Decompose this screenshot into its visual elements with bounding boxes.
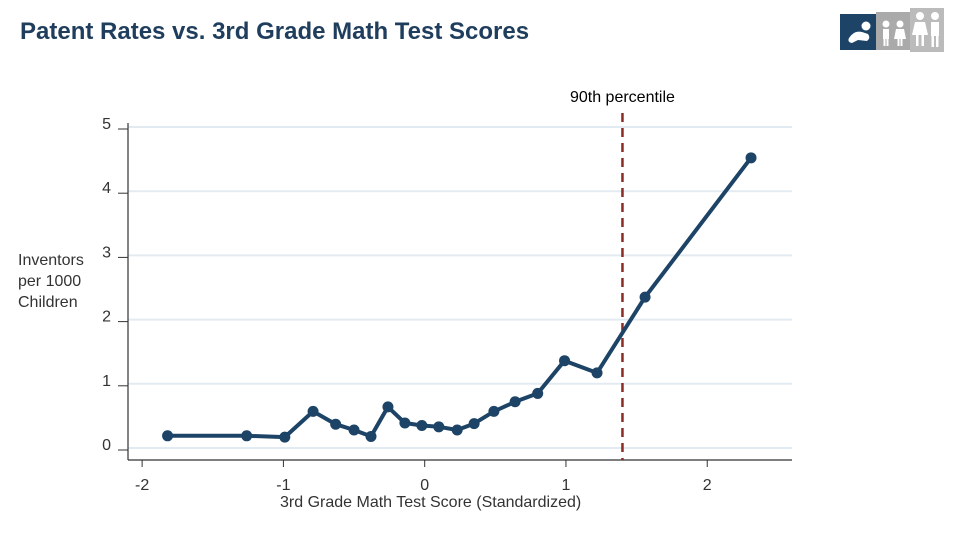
data-point xyxy=(509,396,521,408)
data-point xyxy=(488,405,500,417)
data-point xyxy=(559,355,571,367)
data-point xyxy=(162,430,174,442)
data-point xyxy=(745,152,757,164)
data-point xyxy=(241,430,253,442)
data-point xyxy=(416,420,428,432)
chart-title: Patent Rates vs. 3rd Grade Math Test Sco… xyxy=(20,18,530,45)
children-icon xyxy=(876,12,910,50)
reference-line-label: 90th percentile xyxy=(570,89,675,106)
data-point xyxy=(348,424,360,436)
data-point xyxy=(591,367,603,379)
icon-group xyxy=(840,8,944,52)
data-point xyxy=(468,418,480,430)
y-axis-label: Inventors per 1000 Children xyxy=(18,250,84,313)
data-point xyxy=(532,387,544,399)
data-point xyxy=(639,291,651,303)
data-point xyxy=(399,417,411,429)
y-axis-label-line: Inventors xyxy=(18,252,84,269)
x-tick-label: 1 xyxy=(562,477,571,494)
y-tick-label: 2 xyxy=(102,309,111,326)
x-axis-label: 3rd Grade Math Test Score (Standardized) xyxy=(280,494,582,511)
x-tick-label: 2 xyxy=(703,477,712,494)
x-tick-label: -1 xyxy=(276,477,290,494)
series-line xyxy=(167,156,753,440)
y-axis-label-line: per 1000 xyxy=(18,273,82,290)
data-point xyxy=(330,418,342,430)
data-point xyxy=(382,401,394,413)
y-axis-label-line: Children xyxy=(18,294,78,311)
baby-icon xyxy=(840,14,878,50)
x-tick-label: -2 xyxy=(135,477,149,494)
data-point xyxy=(279,431,291,443)
data-point xyxy=(451,424,463,436)
adults-icon xyxy=(910,8,944,52)
y-tick-label: 1 xyxy=(102,373,111,390)
x-tick-label: 0 xyxy=(420,477,429,494)
y-tick-label: 5 xyxy=(102,116,111,133)
y-tick-label: 4 xyxy=(102,180,111,197)
data-point xyxy=(307,405,319,417)
data-point xyxy=(365,430,377,442)
data-point xyxy=(433,421,445,433)
y-tick-label: 0 xyxy=(102,437,111,454)
y-tick-label: 3 xyxy=(102,244,111,261)
